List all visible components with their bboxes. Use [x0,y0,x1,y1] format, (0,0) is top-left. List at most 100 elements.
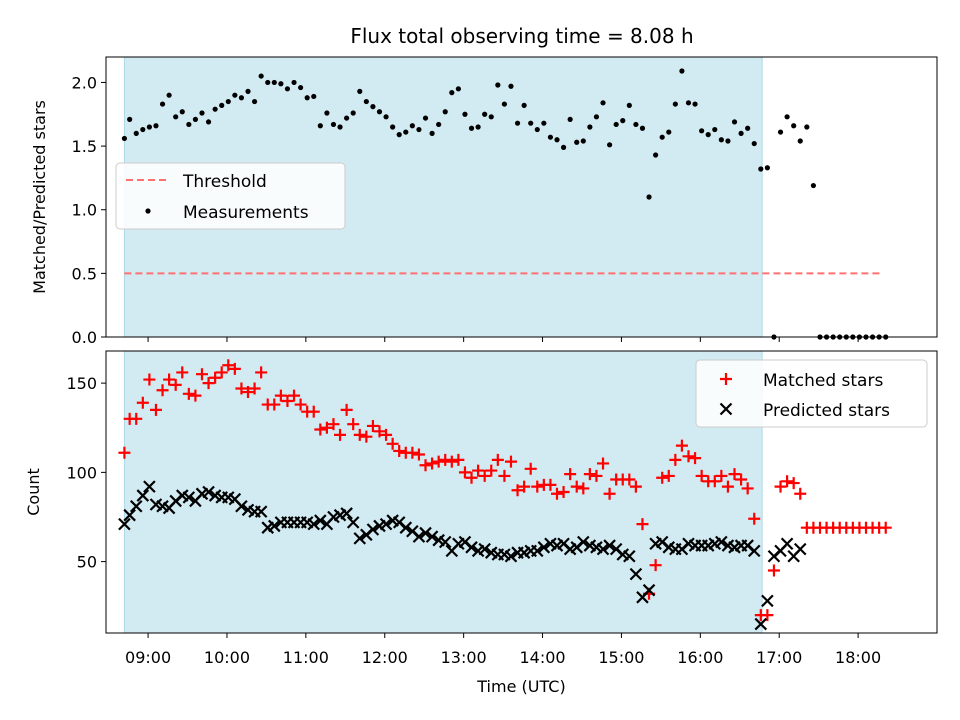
predicted-star-point [143,480,156,493]
axes-frame [105,350,938,634]
predicted-star-point [412,530,426,543]
matched-star-point [721,480,734,493]
predicted-star-point [268,519,281,533]
measurement-point [593,114,600,120]
matched-star-point [189,389,202,402]
matched-star-point [439,453,452,466]
measurement-point [350,110,356,116]
measurement-point [810,182,817,189]
measurement-point [390,124,396,130]
matched-star-point [629,480,642,493]
measurement-point [501,101,508,107]
legend: Matched stars Predicted stars [695,359,928,428]
matched-star-point [248,382,261,395]
measurement-point [245,88,251,94]
matched-star-point [340,403,353,416]
predicted-star-point [314,514,327,527]
matched-star-point [314,423,327,436]
matched-star-point [636,518,649,531]
y-axis-label: Matched/Predicted stars [30,100,49,294]
x-tick-label: 13:00 [441,648,487,667]
predicted-star-point [504,549,518,563]
predicted-star-point [715,535,728,549]
matched-star-point [130,412,143,425]
measurement-point [692,101,698,107]
matched-star-point [518,480,531,493]
predicted-star-point [623,549,636,563]
measurement-point [449,90,455,96]
series-0 [118,359,892,622]
matched-star-point [735,473,748,486]
matched-star-point [393,444,406,457]
predicted-star-point [425,530,439,543]
measurement-point [403,129,409,135]
measurement-point [455,86,461,92]
predicted-star-point [603,539,616,552]
measurement-point [284,86,291,92]
measurement-point [376,109,383,115]
measurement-point [357,88,363,94]
matched-star-point [163,373,176,386]
measurement-point [186,121,192,128]
matched-star-point [419,459,432,472]
y-tick-label: 1.0 [72,201,97,220]
measurement-point [534,126,540,133]
measurement-point [718,137,724,143]
measurement-point [205,119,212,125]
measurement-point [258,73,264,79]
axes-frame [105,56,938,338]
predicted-star-point [761,594,774,608]
predicted-star-point [254,505,268,518]
measurement-point [659,134,665,140]
x-tick-label: 14:00 [519,648,565,667]
measurement-point [140,126,146,133]
measurement-point [751,140,757,147]
measurement-point [396,132,402,138]
matched-star-point [149,403,162,416]
matched-star-point [879,521,892,534]
measurements-swatch [145,208,151,214]
legend-box [115,162,346,230]
matched-star-point [682,450,695,463]
predicted-star-point [379,517,393,531]
measurement-point [337,124,343,130]
matched-star-point [465,471,478,484]
measurement-point [699,128,705,134]
matched-star-point [669,453,682,466]
matched-star-point [156,384,169,397]
measurement-point [330,121,337,128]
matched-star-point [748,512,761,525]
measurement-point [271,79,277,86]
matched-star-point [485,464,498,477]
measurement-point [159,101,166,107]
measurement-point [370,104,376,110]
matched-star-point [320,421,333,434]
measurement-point [646,194,652,200]
measurement-point [554,137,560,143]
predicted-star-point [780,537,794,551]
measurement-point [672,101,678,107]
measurement-point [429,130,435,136]
matched-star-point [767,564,780,577]
measurement-point [514,120,521,126]
predicted-star-point [353,532,367,545]
measurement-point [797,138,803,144]
measurement-point [199,110,205,116]
predicted-star-point [537,541,551,554]
matched-star-point [412,448,425,461]
predicted-star-point [577,535,590,549]
measurement-point [324,110,330,116]
y-tick-label: 100 [66,463,97,482]
matched-star-point [235,382,248,395]
predicted-stars-swatch [719,402,733,416]
matched-star-point [202,377,215,390]
matched-star-point [551,487,564,500]
measurement-point [745,125,751,131]
measurement-point [574,139,580,145]
matched-star-point [445,455,458,468]
matched-star-point [294,398,307,411]
x-tick-label: 17:00 [756,648,802,667]
matched-star-point [478,469,491,482]
predicted-star-point [465,541,478,554]
measurement-point [613,121,619,128]
